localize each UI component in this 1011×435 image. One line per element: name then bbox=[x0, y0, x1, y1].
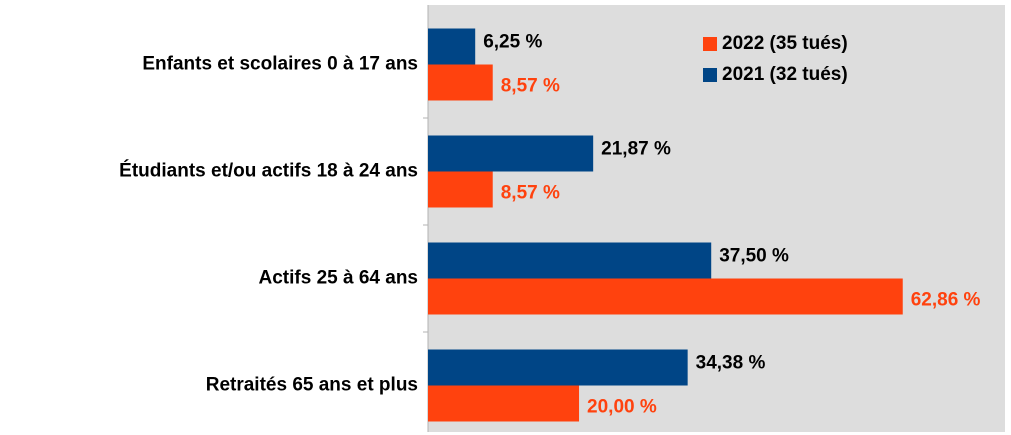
bar bbox=[428, 349, 688, 386]
category-label: Étudiants et/ou actifs 18 à 24 ans bbox=[119, 160, 418, 182]
bar bbox=[428, 242, 712, 279]
value-label: 20,00 % bbox=[587, 397, 657, 418]
bar bbox=[428, 28, 476, 65]
value-label: 37,50 % bbox=[719, 246, 789, 267]
category-label: Enfants et scolaires 0 à 17 ans bbox=[142, 54, 418, 75]
value-label: 21,87 % bbox=[601, 139, 671, 160]
legend-label: 2022 (35 tués) bbox=[722, 33, 848, 54]
value-label: 6,25 % bbox=[483, 32, 542, 53]
bar bbox=[428, 171, 493, 208]
bar bbox=[428, 278, 903, 315]
category-label: Actifs 25 à 64 ans bbox=[259, 268, 418, 289]
bar bbox=[428, 135, 594, 172]
legend-label: 2021 (32 tués) bbox=[722, 64, 848, 85]
bar bbox=[428, 385, 580, 422]
bar bbox=[428, 64, 493, 101]
value-label: 34,38 % bbox=[696, 353, 766, 374]
value-label: 8,57 % bbox=[501, 76, 560, 97]
value-label: 62,86 % bbox=[911, 290, 981, 311]
legend-swatch bbox=[703, 37, 717, 51]
category-label: Retraités 65 ans et plus bbox=[206, 375, 418, 396]
legend-swatch bbox=[703, 68, 717, 82]
value-label: 8,57 % bbox=[501, 183, 560, 204]
